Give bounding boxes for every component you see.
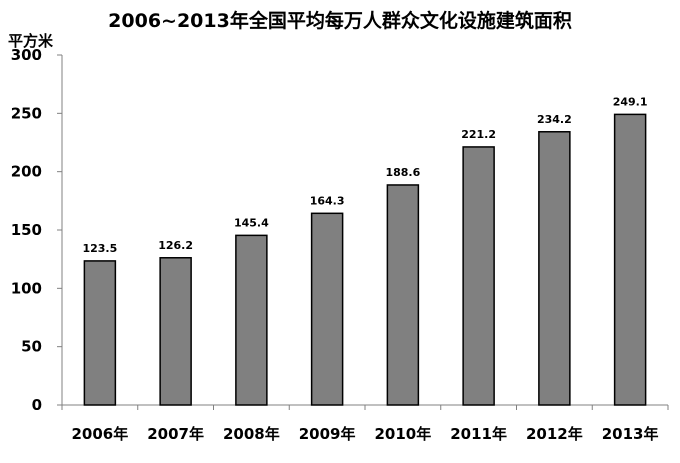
bar-value-label: 126.2 (158, 239, 193, 252)
bar-2013年 (613, 113, 647, 406)
x-category-label: 2008年 (223, 425, 280, 443)
x-axis-category-labels: 2006年 2007年 2008年 2009年 2010年 2011年 2012年 2013年 (72, 425, 659, 443)
bar-2007年 (159, 257, 192, 406)
y-tick-label: 300 (11, 46, 42, 64)
bar-value-label: 145.4 (234, 216, 269, 229)
bar-2006年 (83, 260, 117, 406)
bar-value-label: 221.2 (461, 128, 496, 141)
axes (61, 55, 669, 410)
bar-2010年 (386, 184, 420, 406)
bar-2009年 (310, 212, 344, 406)
chart-title: 2006~2013年全国平均每万人群众文化设施建筑面积 (108, 9, 572, 32)
y-axis-unit-label: 平方米 (8, 32, 54, 50)
bar-2008年 (235, 234, 268, 406)
x-category-label: 2013年 (602, 425, 659, 443)
y-tick-label: 50 (21, 338, 42, 356)
x-category-label: 2012年 (526, 425, 583, 443)
data-labels: 123.5 126.2 145.4 164.3 188.6 221.2 234.2 249.1 (82, 95, 647, 255)
x-category-label: 2007年 (147, 425, 204, 443)
y-tick-label: 250 (11, 104, 42, 122)
x-category-label: 2009年 (299, 425, 356, 443)
bar-2011年 (462, 146, 495, 406)
x-category-label: 2006年 (72, 425, 129, 443)
bar-2012年 (538, 131, 571, 406)
bars (83, 113, 647, 406)
y-tick-label: 100 (11, 279, 42, 297)
y-tick-label: 0 (32, 396, 42, 414)
y-tick-label: 200 (11, 163, 42, 181)
bar-value-label: 234.2 (537, 113, 572, 126)
y-axis-ticks: 0 50 100 150 200 250 300 (11, 46, 62, 414)
bar-value-label: 249.1 (613, 95, 648, 108)
y-tick-label: 150 (11, 221, 42, 239)
bar-value-label: 164.3 (310, 194, 345, 207)
bar-value-label: 123.5 (82, 242, 117, 255)
x-category-label: 2010年 (375, 425, 432, 443)
x-category-label: 2011年 (450, 425, 507, 443)
bar-value-label: 188.6 (385, 166, 420, 179)
